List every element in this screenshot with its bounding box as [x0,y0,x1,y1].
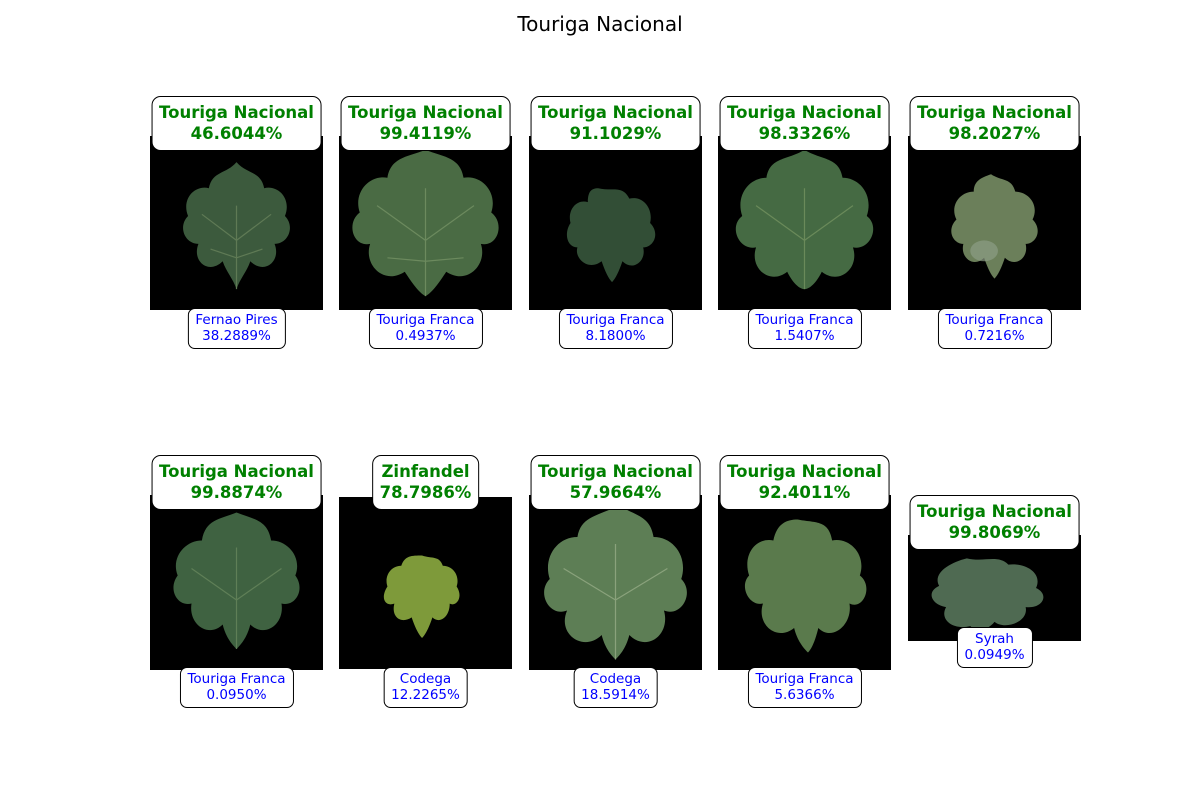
second-prediction-score: 18.5914% [581,687,650,703]
leaf-image [150,136,323,310]
second-prediction-label: Touriga Franca [945,312,1044,328]
top-prediction-score: 57.9664% [569,483,662,502]
leaf-image [908,535,1081,641]
second-prediction-box: Touriga Franca 1.5407% [747,308,862,349]
image-panel-3: Touriga Nacional 91.1029% Touriga Franca… [529,96,702,356]
leaf-image [908,136,1081,310]
leaf-image [339,136,512,310]
top-prediction-box: Touriga Nacional 99.8874% [151,455,322,510]
top-prediction-score: 99.8874% [190,483,283,502]
figure-title: Touriga Nacional [517,12,683,36]
top-prediction-label: Touriga Nacional [727,462,882,481]
top-prediction-label: Touriga Nacional [538,462,693,481]
image-panel-7: Zinfandel 78.7986% Codega 12.2265% [339,455,512,715]
second-prediction-score: 38.2889% [202,328,271,344]
top-prediction-box: Touriga Nacional 57.9664% [530,455,701,510]
second-prediction-label: Fernao Pires [195,312,278,328]
leaf-shape [931,558,1044,630]
image-panel-5: Touriga Nacional 98.2027% Touriga Franca… [908,96,1081,356]
second-prediction-box: Syrah 0.0949% [956,627,1033,668]
second-prediction-label: Touriga Franca [376,312,475,328]
image-panel-10: Touriga Nacional 99.8069% Syrah 0.0949% [908,495,1081,675]
top-prediction-label: Touriga Nacional [727,103,882,122]
leaf-shape [383,555,460,639]
second-prediction-score: 8.1800% [585,328,646,344]
top-prediction-box: Touriga Nacional 99.4119% [340,96,511,151]
image-panel-4: Touriga Nacional 98.3326% Touriga Franca… [718,96,891,356]
second-prediction-label: Touriga Franca [755,312,854,328]
second-prediction-box: Touriga Franca 5.6366% [747,667,862,708]
top-prediction-box: Touriga Nacional 99.8069% [909,495,1080,550]
leaf-shape [566,188,656,283]
top-prediction-label: Touriga Nacional [348,103,503,122]
image-panel-1: Touriga Nacional 46.6044% Fernao Pires 3… [150,96,323,356]
leaf-image [529,495,702,670]
top-prediction-box: Touriga Nacional 98.3326% [719,96,890,151]
leaf-image [718,495,891,670]
top-prediction-score: 91.1029% [569,124,662,143]
second-prediction-label: Syrah [975,631,1014,647]
image-panel-2: Touriga Nacional 99.4119% Touriga Franca… [339,96,512,356]
top-prediction-score: 99.8069% [948,523,1041,542]
second-prediction-box: Fernao Pires 38.2889% [187,308,286,349]
second-prediction-score: 0.7216% [964,328,1025,344]
second-prediction-label: Codega [589,671,642,687]
second-prediction-score: 1.5407% [774,328,835,344]
second-prediction-score: 0.0949% [964,647,1025,663]
top-prediction-label: Touriga Nacional [538,103,693,122]
second-prediction-label: Touriga Franca [187,671,286,687]
top-prediction-label: Touriga Nacional [159,462,314,481]
top-prediction-box: Touriga Nacional 92.4011% [719,455,890,510]
top-prediction-box: Touriga Nacional 98.2027% [909,96,1080,151]
top-prediction-label: Touriga Nacional [917,502,1072,521]
second-prediction-score: 0.4937% [395,328,456,344]
second-prediction-score: 12.2265% [391,687,460,703]
second-prediction-box: Codega 18.5914% [573,667,658,708]
top-prediction-score: 92.4011% [758,483,851,502]
top-prediction-label: Zinfandel [381,462,470,481]
second-prediction-score: 5.6366% [774,687,835,703]
second-prediction-box: Touriga Franca 0.4937% [368,308,483,349]
leaf-image [718,136,891,310]
leaf-shape [951,174,1038,279]
top-prediction-label: Touriga Nacional [917,103,1072,122]
leaf-image [150,495,323,670]
second-prediction-box: Touriga Franca 0.0950% [179,667,294,708]
second-prediction-box: Codega 12.2265% [383,667,468,708]
top-prediction-box: Touriga Nacional 91.1029% [530,96,701,151]
top-prediction-score: 78.7986% [379,483,472,502]
top-prediction-label: Touriga Nacional [159,103,314,122]
top-prediction-box: Zinfandel 78.7986% [371,455,480,510]
top-prediction-box: Touriga Nacional 46.6044% [151,96,322,151]
second-prediction-label: Codega [399,671,452,687]
top-prediction-score: 99.4119% [379,124,472,143]
leaf-image [529,136,702,310]
top-prediction-score: 98.2027% [948,124,1041,143]
second-prediction-box: Touriga Franca 8.1800% [558,308,673,349]
leaf-shape [744,519,867,653]
image-panel-6: Touriga Nacional 99.8874% Touriga Franca… [150,455,323,715]
image-panel-8: Touriga Nacional 57.9664% Codega 18.5914… [529,455,702,715]
image-panel-9: Touriga Nacional 92.4011% Touriga Franca… [718,455,891,715]
top-prediction-score: 98.3326% [758,124,851,143]
second-prediction-label: Touriga Franca [566,312,665,328]
leaf-image [339,497,512,669]
second-prediction-label: Touriga Franca [755,671,854,687]
top-prediction-score: 46.6044% [190,124,283,143]
second-prediction-box: Touriga Franca 0.7216% [937,308,1052,349]
second-prediction-score: 0.0950% [206,687,267,703]
